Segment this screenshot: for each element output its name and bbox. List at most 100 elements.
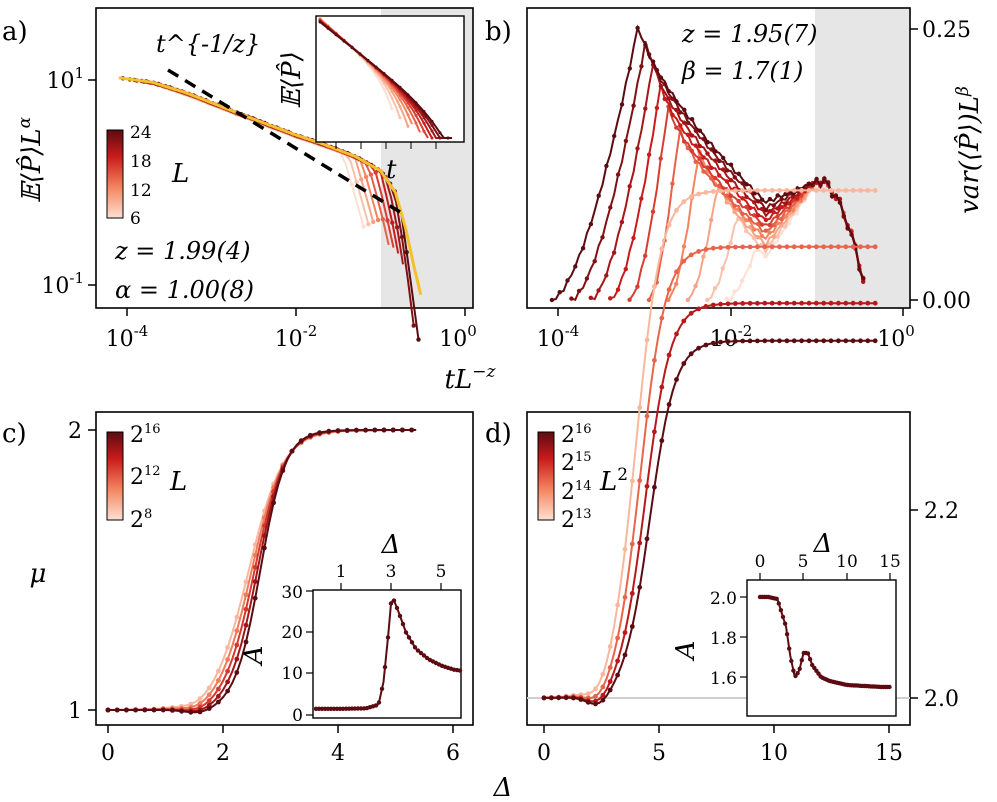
panel-d-series-3-point <box>733 338 738 344</box>
panel-d-series-1-point <box>688 252 694 258</box>
svg-text:1: 1 <box>68 699 82 724</box>
panel-b-series-L10-point <box>685 297 690 303</box>
panel-d-series-0-point <box>585 691 591 697</box>
panel-d-series-0-point <box>659 246 665 252</box>
panel-b-series-L20-point <box>588 295 593 300</box>
panel-d-series-3-point <box>696 345 701 351</box>
panel-d-series-0-point <box>593 686 598 692</box>
panel-b-series-L24-point <box>806 181 811 186</box>
panel-a-inset-series-9-point <box>430 119 434 123</box>
svg-text:18: 18 <box>130 152 152 172</box>
panel-d-series-2-point <box>755 300 760 306</box>
panel-b-series-L18-point <box>670 112 675 118</box>
panel-d-series-0-point <box>644 337 650 343</box>
svg-text:1: 1 <box>336 562 347 582</box>
panel-b-series-L24-point <box>682 107 687 113</box>
panel-d-series-3-point <box>622 652 628 658</box>
panel-d-series-2-point <box>681 318 687 324</box>
panel-a-inset-series-9-point <box>326 26 330 30</box>
panel-d-series-0-line <box>543 189 876 699</box>
panel-b-series-L8-point <box>720 266 725 271</box>
panel-d-series-2-point <box>688 310 694 316</box>
panel-b-series-L14-point <box>740 211 745 216</box>
panel-d-series-3-point <box>718 339 723 345</box>
panel-c-series-2-point <box>234 642 240 648</box>
panel-b-series-L24-point <box>713 149 718 154</box>
panel-d-series-1-point <box>710 245 716 251</box>
panel-b-series-L22-point <box>771 203 776 208</box>
panel-b-series-L22-point <box>615 172 621 177</box>
panel-a-guide-label: t^{-1/z} <box>156 30 260 58</box>
panel-d-series-3-point <box>556 695 562 701</box>
panel-d-series-0-point <box>791 188 797 193</box>
panel-a-inset-series-2-point <box>398 105 402 108</box>
panel-d-series-2-point <box>747 300 753 306</box>
panel-c-series-4-point <box>363 427 368 433</box>
panel-a-inset-series-5-point <box>414 114 418 117</box>
panel-c-series-0-point <box>225 645 231 650</box>
shared-xlabel-bottom: Δ <box>493 773 513 802</box>
panel-a-series-L12-point <box>363 174 369 180</box>
panel-a-series-L24-point <box>416 337 421 342</box>
panel-b-series-L18-point <box>763 217 769 223</box>
panel-b-series-L16-point <box>713 175 718 181</box>
panel-d-series-1-point <box>733 244 738 250</box>
panel-d-series-1-line <box>543 245 876 700</box>
panel-d-series-1-point <box>696 249 701 254</box>
panel-d-inset-series-point <box>791 668 796 673</box>
panel-a-inset-series-8-point <box>430 123 434 127</box>
panel-b-series-L18-point <box>740 196 745 201</box>
panel-b-series-L16-point <box>650 209 656 214</box>
panel-a-inset-series-9-point <box>390 78 394 82</box>
panel-a-inset-series-9-line <box>319 21 452 139</box>
panel-b-series-L14-point <box>732 203 737 208</box>
panel-a-series-L8-point <box>366 222 371 227</box>
panel-d-series-0-point <box>615 602 620 608</box>
panel-d-series-0-point <box>718 188 723 194</box>
panel-d-series-1-point <box>762 244 768 250</box>
svg-text:4: 4 <box>331 741 345 766</box>
panel-d-series-2-point <box>872 300 878 306</box>
panel-c-series-4-point <box>262 545 267 551</box>
panel-c-series-1-point <box>225 657 231 662</box>
panel-b-series-L24-point <box>845 225 850 231</box>
panel-a-inset-series-4-point <box>406 106 410 110</box>
panel-d-series-3-point <box>593 701 598 707</box>
panel-b-series-L8-point <box>728 240 733 246</box>
panel-b-series-L14-point <box>701 169 706 174</box>
panel-a-inset-series-2-point <box>390 90 394 94</box>
panel-c-series-3-point <box>216 693 221 699</box>
panel-d-series-3-point <box>681 361 687 366</box>
panel-d-series-2-point <box>769 300 775 306</box>
panel-c-series-4-point <box>133 707 139 713</box>
panel-c-series-3-point <box>252 579 258 584</box>
panel-c-series-4-point <box>317 430 322 435</box>
panel-a-frame <box>95 7 474 309</box>
panel-a-series-L18-point <box>390 220 395 225</box>
panel-c-series-4-point <box>409 427 414 433</box>
panel-b-xtick-3: 100 <box>877 322 915 352</box>
panel-b-series-L8-point <box>751 235 757 241</box>
panel-c-series-1-point <box>216 678 221 683</box>
panel-b-series-L18-point <box>646 152 652 157</box>
panel-d-series-3-point <box>600 697 606 703</box>
panel-d-series-1-point <box>769 244 775 250</box>
panel-d-series-3-point <box>769 338 775 344</box>
panel-b-series-L12-point <box>790 207 796 213</box>
panel-b-series-L20-point <box>666 96 671 101</box>
panel-b-series-L20-point <box>682 120 687 125</box>
panel-c-series-4-point <box>326 428 332 434</box>
panel-d-series-3-point <box>813 338 819 344</box>
panel-d-series-1-point <box>747 244 753 250</box>
svg-text:212: 212 <box>130 464 161 490</box>
panel-c-series-4-point <box>206 706 212 711</box>
panel-b-series-L6-point <box>732 289 737 294</box>
panel-a-inset-series-9-point <box>318 20 322 24</box>
panel-d-series-1-point <box>718 245 723 251</box>
panel-d-series-3-point <box>740 338 746 344</box>
panel-d-series-0-point <box>821 188 827 193</box>
panel-c-series-4-point <box>142 707 148 713</box>
panel-d-inset-series-point <box>795 671 800 676</box>
panel-a-collapse-curve <box>118 76 423 296</box>
panel-c-ylabel: μ <box>30 559 47 589</box>
